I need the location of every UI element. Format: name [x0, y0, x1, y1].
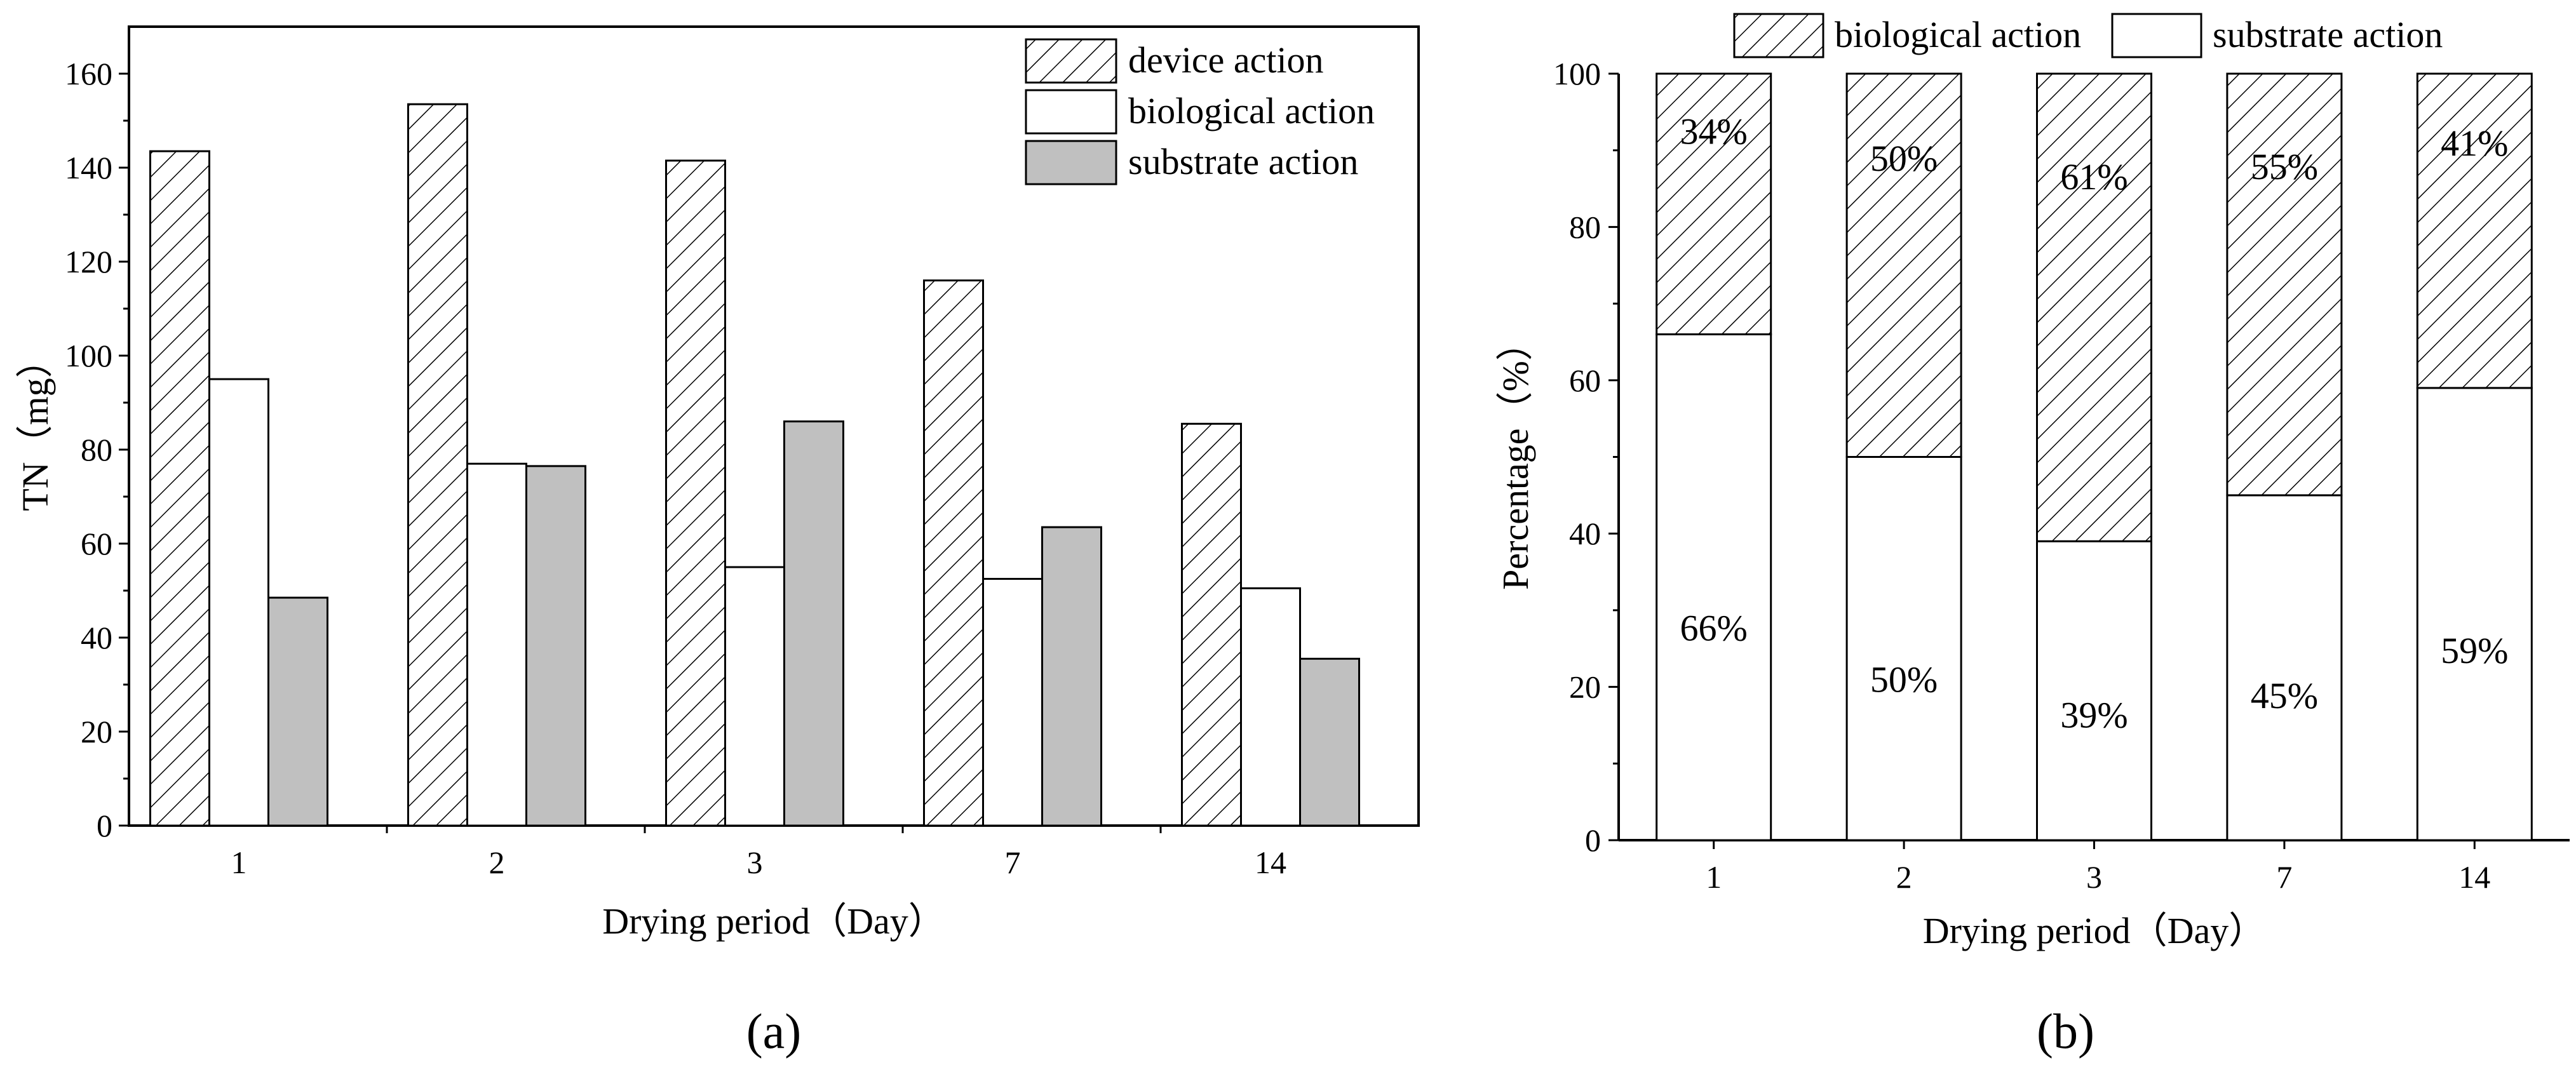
- y-tick-label: 0: [1585, 822, 1601, 858]
- legend-swatch: [2111, 13, 2202, 58]
- stacked-bar-substrate-action: [2226, 494, 2343, 841]
- bar-substrate-action: [267, 596, 328, 827]
- y-tick-label: 60: [81, 526, 112, 561]
- y-tick-label: 0: [97, 808, 112, 843]
- legend-swatch: [1025, 38, 1117, 84]
- y-tick-label: 140: [65, 150, 112, 185]
- legend-label: device action: [1128, 39, 1324, 81]
- x-tick-label: 2: [1896, 859, 1912, 895]
- legend-label: substrate action: [1128, 141, 1358, 182]
- bar-substrate-action: [783, 420, 844, 827]
- y-tick-label: 100: [1553, 56, 1601, 91]
- legend-swatch: [1025, 89, 1117, 135]
- y-tick-label: 20: [1569, 669, 1601, 705]
- bar-biological-action: [466, 462, 527, 827]
- y-axis-title: Percentage（%）: [1495, 324, 1536, 590]
- x-tick-label: 3: [747, 845, 763, 880]
- y-tick-label: 100: [65, 338, 112, 373]
- x-tick-label: 7: [2276, 859, 2292, 895]
- chart-b: 0 20 40 60 80 100 66% 34% 1 50% 50% 2 39% 61% 3 45% 55% 7…: [1495, 13, 2570, 1059]
- panel-label: (b): [2037, 1003, 2094, 1059]
- y-tick-label: 40: [81, 620, 112, 655]
- bar-substrate-action: [1041, 526, 1102, 827]
- stacked-bar-substrate-action: [1845, 456, 1962, 841]
- panel-label: (a): [746, 1003, 802, 1059]
- data-label: 45%: [2251, 675, 2318, 716]
- bar-device-action: [665, 159, 726, 827]
- x-tick-label: 2: [489, 845, 505, 880]
- x-tick-label: 14: [1255, 845, 1286, 880]
- data-label: 55%: [2251, 146, 2318, 187]
- legend-label: biological action: [1128, 90, 1375, 131]
- bar-biological-action: [982, 578, 1043, 827]
- stacked-bar-biological-action: [1845, 72, 1962, 458]
- legend-label: biological action: [1835, 14, 2081, 55]
- stacked-bar-substrate-action: [2416, 387, 2533, 841]
- x-tick-label: 1: [1706, 859, 1722, 895]
- y-axis-title: TN（mg）: [15, 341, 56, 511]
- bar-substrate-action: [525, 465, 586, 827]
- bar-device-action: [1181, 422, 1242, 827]
- bar-biological-action: [1240, 587, 1301, 827]
- stacked-bar-biological-action: [2036, 72, 2152, 542]
- data-label: 39%: [2060, 694, 2128, 735]
- data-label: 59%: [2441, 630, 2508, 671]
- bar-device-action: [149, 150, 210, 827]
- y-tick-label: 80: [1569, 209, 1601, 244]
- data-label: 50%: [1870, 659, 1938, 700]
- data-label: 61%: [2060, 156, 2128, 198]
- x-tick-label: 1: [231, 845, 247, 880]
- stacked-bar-substrate-action: [2036, 540, 2152, 841]
- data-label: 34%: [1680, 111, 1748, 152]
- legend-label: substrate action: [2213, 14, 2443, 55]
- data-label: 41%: [2441, 123, 2508, 164]
- x-axis-title: Drying period（Day）: [602, 901, 945, 942]
- x-tick-label: 14: [2458, 859, 2490, 895]
- stacked-bar-substrate-action: [1656, 333, 1772, 841]
- y-tick-label: 40: [1569, 516, 1601, 551]
- data-label: 50%: [1870, 138, 1938, 179]
- bar-substrate-action: [1299, 657, 1360, 827]
- x-tick-label: 7: [1005, 845, 1021, 880]
- x-axis-title: Drying period（Day）: [1923, 910, 2266, 951]
- y-tick-label: 80: [81, 432, 112, 467]
- legend-swatch: [1025, 140, 1117, 185]
- stacked-bar-biological-action: [2416, 72, 2533, 389]
- legend-swatch: [1733, 13, 1824, 58]
- bar-device-action: [407, 103, 468, 827]
- chart-a: 0 20 40 60 80 100 120 140 160 1 2 3 7 14 Drying period…: [15, 25, 1420, 1059]
- y-tick-label: 20: [81, 714, 112, 749]
- stacked-bar-biological-action: [1656, 72, 1772, 335]
- data-label: 66%: [1680, 607, 1748, 648]
- y-tick-label: 60: [1569, 363, 1601, 398]
- y-tick-label: 120: [65, 244, 112, 279]
- stacked-bar-biological-action: [2226, 72, 2343, 497]
- bar-device-action: [923, 279, 984, 827]
- bar-biological-action: [208, 378, 269, 827]
- y-tick-label: 160: [65, 56, 112, 91]
- bar-biological-action: [724, 566, 785, 827]
- x-tick-label: 3: [2086, 859, 2102, 895]
